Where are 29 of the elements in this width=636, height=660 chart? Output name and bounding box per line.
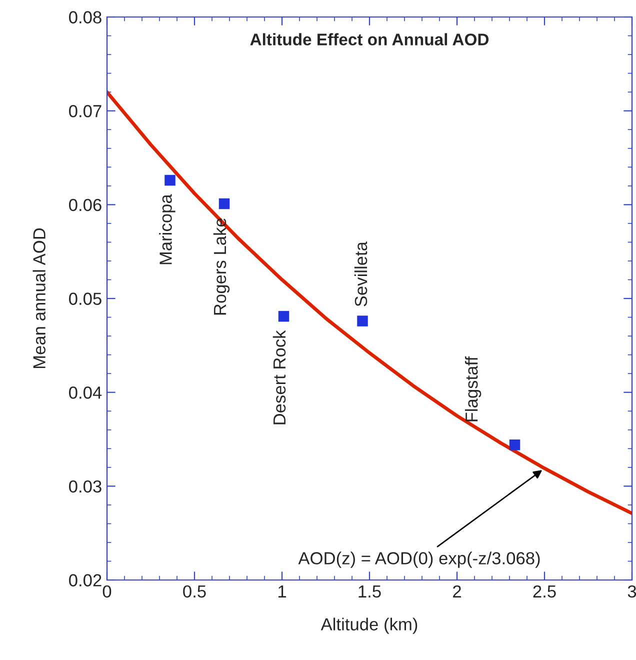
x-tick-label: 1.5	[358, 586, 381, 598]
annotation: Rogers Lake	[213, 218, 230, 315]
point	[218, 198, 230, 210]
x-tick-label: 1	[278, 586, 286, 598]
text: Altitude Effect on Annual AOD	[250, 33, 489, 46]
x-tick-label: 0.5	[183, 585, 206, 598]
annotation: AOD(z) = AOD(0) exp(-z/3.068)	[298, 552, 540, 568]
y-tick-label: 0.02	[69, 574, 102, 586]
point	[164, 174, 176, 186]
y-tick-label: 0.07	[69, 105, 102, 118]
x-axis-title: Altitude (km)	[320, 618, 418, 634]
annotation: Flagstaff	[464, 356, 482, 422]
annotation: Desert Rock	[272, 330, 286, 424]
y-tick-label: 0.03	[69, 480, 102, 493]
annotation: Sevilleta	[354, 242, 368, 306]
y-axis-title: Mean annual AOD	[32, 228, 46, 368]
x-tick-label: 2	[453, 585, 461, 598]
point	[357, 316, 368, 326]
y-tick-label: 0.04	[69, 386, 102, 399]
annotation: Maricopa	[159, 194, 176, 264]
x-tick-label: 2.5	[533, 585, 556, 598]
point	[509, 440, 520, 450]
y-tick-label: 0.08	[69, 11, 102, 24]
x-tick-label: 0	[102, 585, 112, 598]
line-series	[107, 90, 632, 516]
point	[278, 310, 290, 322]
y-tick-label: 0.06	[69, 198, 102, 212]
x-tick-label: 3	[628, 585, 636, 598]
y-tick-label: 0.05	[69, 292, 102, 305]
